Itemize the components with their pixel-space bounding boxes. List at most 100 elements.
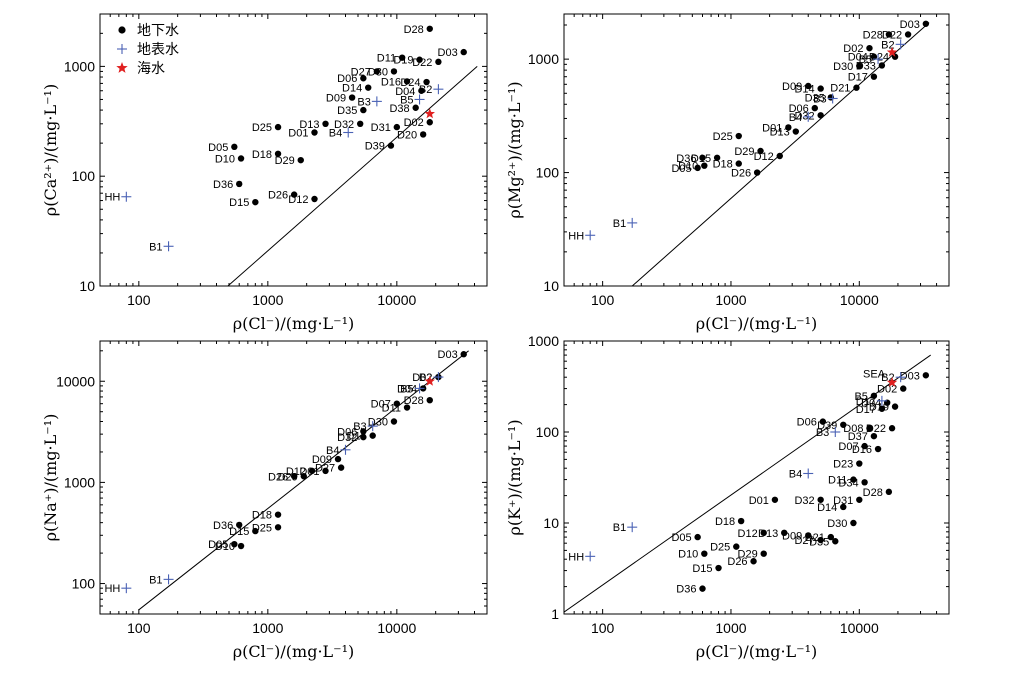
point-label: D28 (863, 29, 883, 41)
point-label: D32 (334, 119, 354, 131)
groundwater-point (805, 82, 812, 90)
groundwater-point (861, 442, 868, 450)
groundwater-point (297, 156, 304, 164)
groundwater-point (403, 404, 411, 411)
point-label: D26 (268, 471, 288, 483)
point-label: D21 (830, 83, 850, 95)
legend: 地下水 地表水 海水 (116, 23, 179, 77)
point-label: D06 (337, 73, 357, 85)
surface-water-point (367, 421, 378, 432)
y-tick-label: 1000 (528, 333, 559, 349)
groundwater-point (423, 78, 430, 86)
point-label: D31 (371, 122, 391, 134)
y-tick-label: 100 (72, 168, 96, 184)
groundwater-point (334, 455, 342, 463)
groundwater-point (776, 152, 783, 160)
groundwater-point (360, 433, 367, 441)
y-tick-label: 100 (72, 576, 96, 592)
groundwater-point (904, 31, 912, 38)
groundwater-point (811, 104, 818, 112)
seawater-point (886, 46, 898, 57)
surface-water-point (873, 54, 884, 65)
reference-line (564, 354, 931, 613)
groundwater-point (460, 351, 467, 358)
groundwater-point (827, 533, 835, 541)
point-label: D18 (715, 516, 735, 528)
point-label: B3 (813, 93, 826, 105)
point-label: D36 (676, 153, 696, 165)
point-label: D17 (848, 72, 868, 84)
point-label: D01 (288, 127, 308, 139)
point-label: D29 (278, 471, 298, 483)
groundwater-point (819, 418, 827, 425)
surface-water-point (830, 427, 841, 437)
x-tick-label: 1000 (252, 292, 283, 308)
legend-surface-marker (117, 44, 127, 54)
y-axis-title: ρ(K⁺)/(mg·L⁻¹) (505, 419, 524, 535)
point-label: B4 (326, 445, 339, 457)
groundwater-point (853, 84, 860, 91)
point-label: D06 (337, 426, 357, 438)
point-label: D08 (843, 423, 863, 435)
point-label: D26 (727, 556, 747, 568)
point-label: D11 (828, 475, 847, 487)
groundwater-point (252, 198, 259, 206)
point-label: SEA (863, 368, 886, 380)
y-tick-label: 10 (79, 278, 95, 294)
point-label: B1 (613, 522, 626, 534)
groundwater-point (398, 54, 406, 61)
surface-water-point (433, 372, 444, 383)
point-label: D03 (438, 349, 458, 361)
groundwater-point (390, 418, 398, 425)
y-tick-label: 100 (536, 424, 560, 440)
groundwater-point (252, 527, 259, 535)
legend-groundwater-label: 地下水 (137, 23, 179, 39)
groundwater-point (356, 120, 364, 128)
groundwater-point (735, 160, 742, 167)
groundwater-point (757, 147, 764, 155)
point-label: B1 (149, 241, 162, 253)
point-label: D30 (368, 66, 388, 78)
groundwater-point (785, 124, 792, 131)
point-label: D09 (782, 81, 802, 93)
point-label: D01 (299, 466, 319, 478)
point-label: D18 (252, 149, 272, 161)
groundwater-point (850, 476, 857, 483)
groundwater-point (418, 87, 425, 94)
surface-water-point (827, 93, 838, 104)
surface-water-point (433, 84, 444, 95)
point-label: D04 (848, 52, 868, 64)
point-label: D29 (738, 549, 758, 561)
groundwater-point (874, 445, 882, 453)
groundwater-point (322, 120, 329, 128)
groundwater-point (878, 405, 886, 412)
point-label: D29 (275, 155, 295, 167)
groundwater-point (412, 104, 419, 111)
point-label: D04 (395, 86, 415, 98)
groundwater-point (231, 540, 238, 548)
groundwater-point (322, 467, 329, 475)
point-label: D06 (789, 103, 809, 115)
x-tick-label: 10000 (840, 620, 879, 636)
point-label: D37 (848, 431, 868, 443)
groundwater-point (290, 473, 298, 480)
point-label: D32 (794, 495, 814, 507)
groundwater-point (817, 112, 824, 119)
groundwater-point (460, 48, 467, 56)
groundwater-point (885, 488, 893, 496)
point-label: D29 (734, 146, 754, 158)
surface-water-point (627, 217, 638, 228)
point-label: B2 (881, 39, 894, 51)
groundwater-point (861, 479, 868, 486)
groundwater-point (311, 195, 318, 203)
groundwater-point (237, 155, 245, 162)
surface-water-point (414, 383, 425, 394)
point-label: B3 (353, 421, 366, 433)
point-label: D12 (738, 528, 758, 540)
point-label: D14 (817, 502, 837, 514)
panel-na: 100 1000 10000 100 1000 10000 ρ(Cl⁻)/(mg·L⁻¹) ρ… (41, 340, 488, 661)
x-axis-title: ρ(Cl⁻)/(mg·L⁻¹) (233, 314, 355, 333)
point-label: D14 (342, 83, 362, 95)
point-label: D05 (208, 142, 228, 154)
y-tick-label: 10 (543, 515, 559, 531)
